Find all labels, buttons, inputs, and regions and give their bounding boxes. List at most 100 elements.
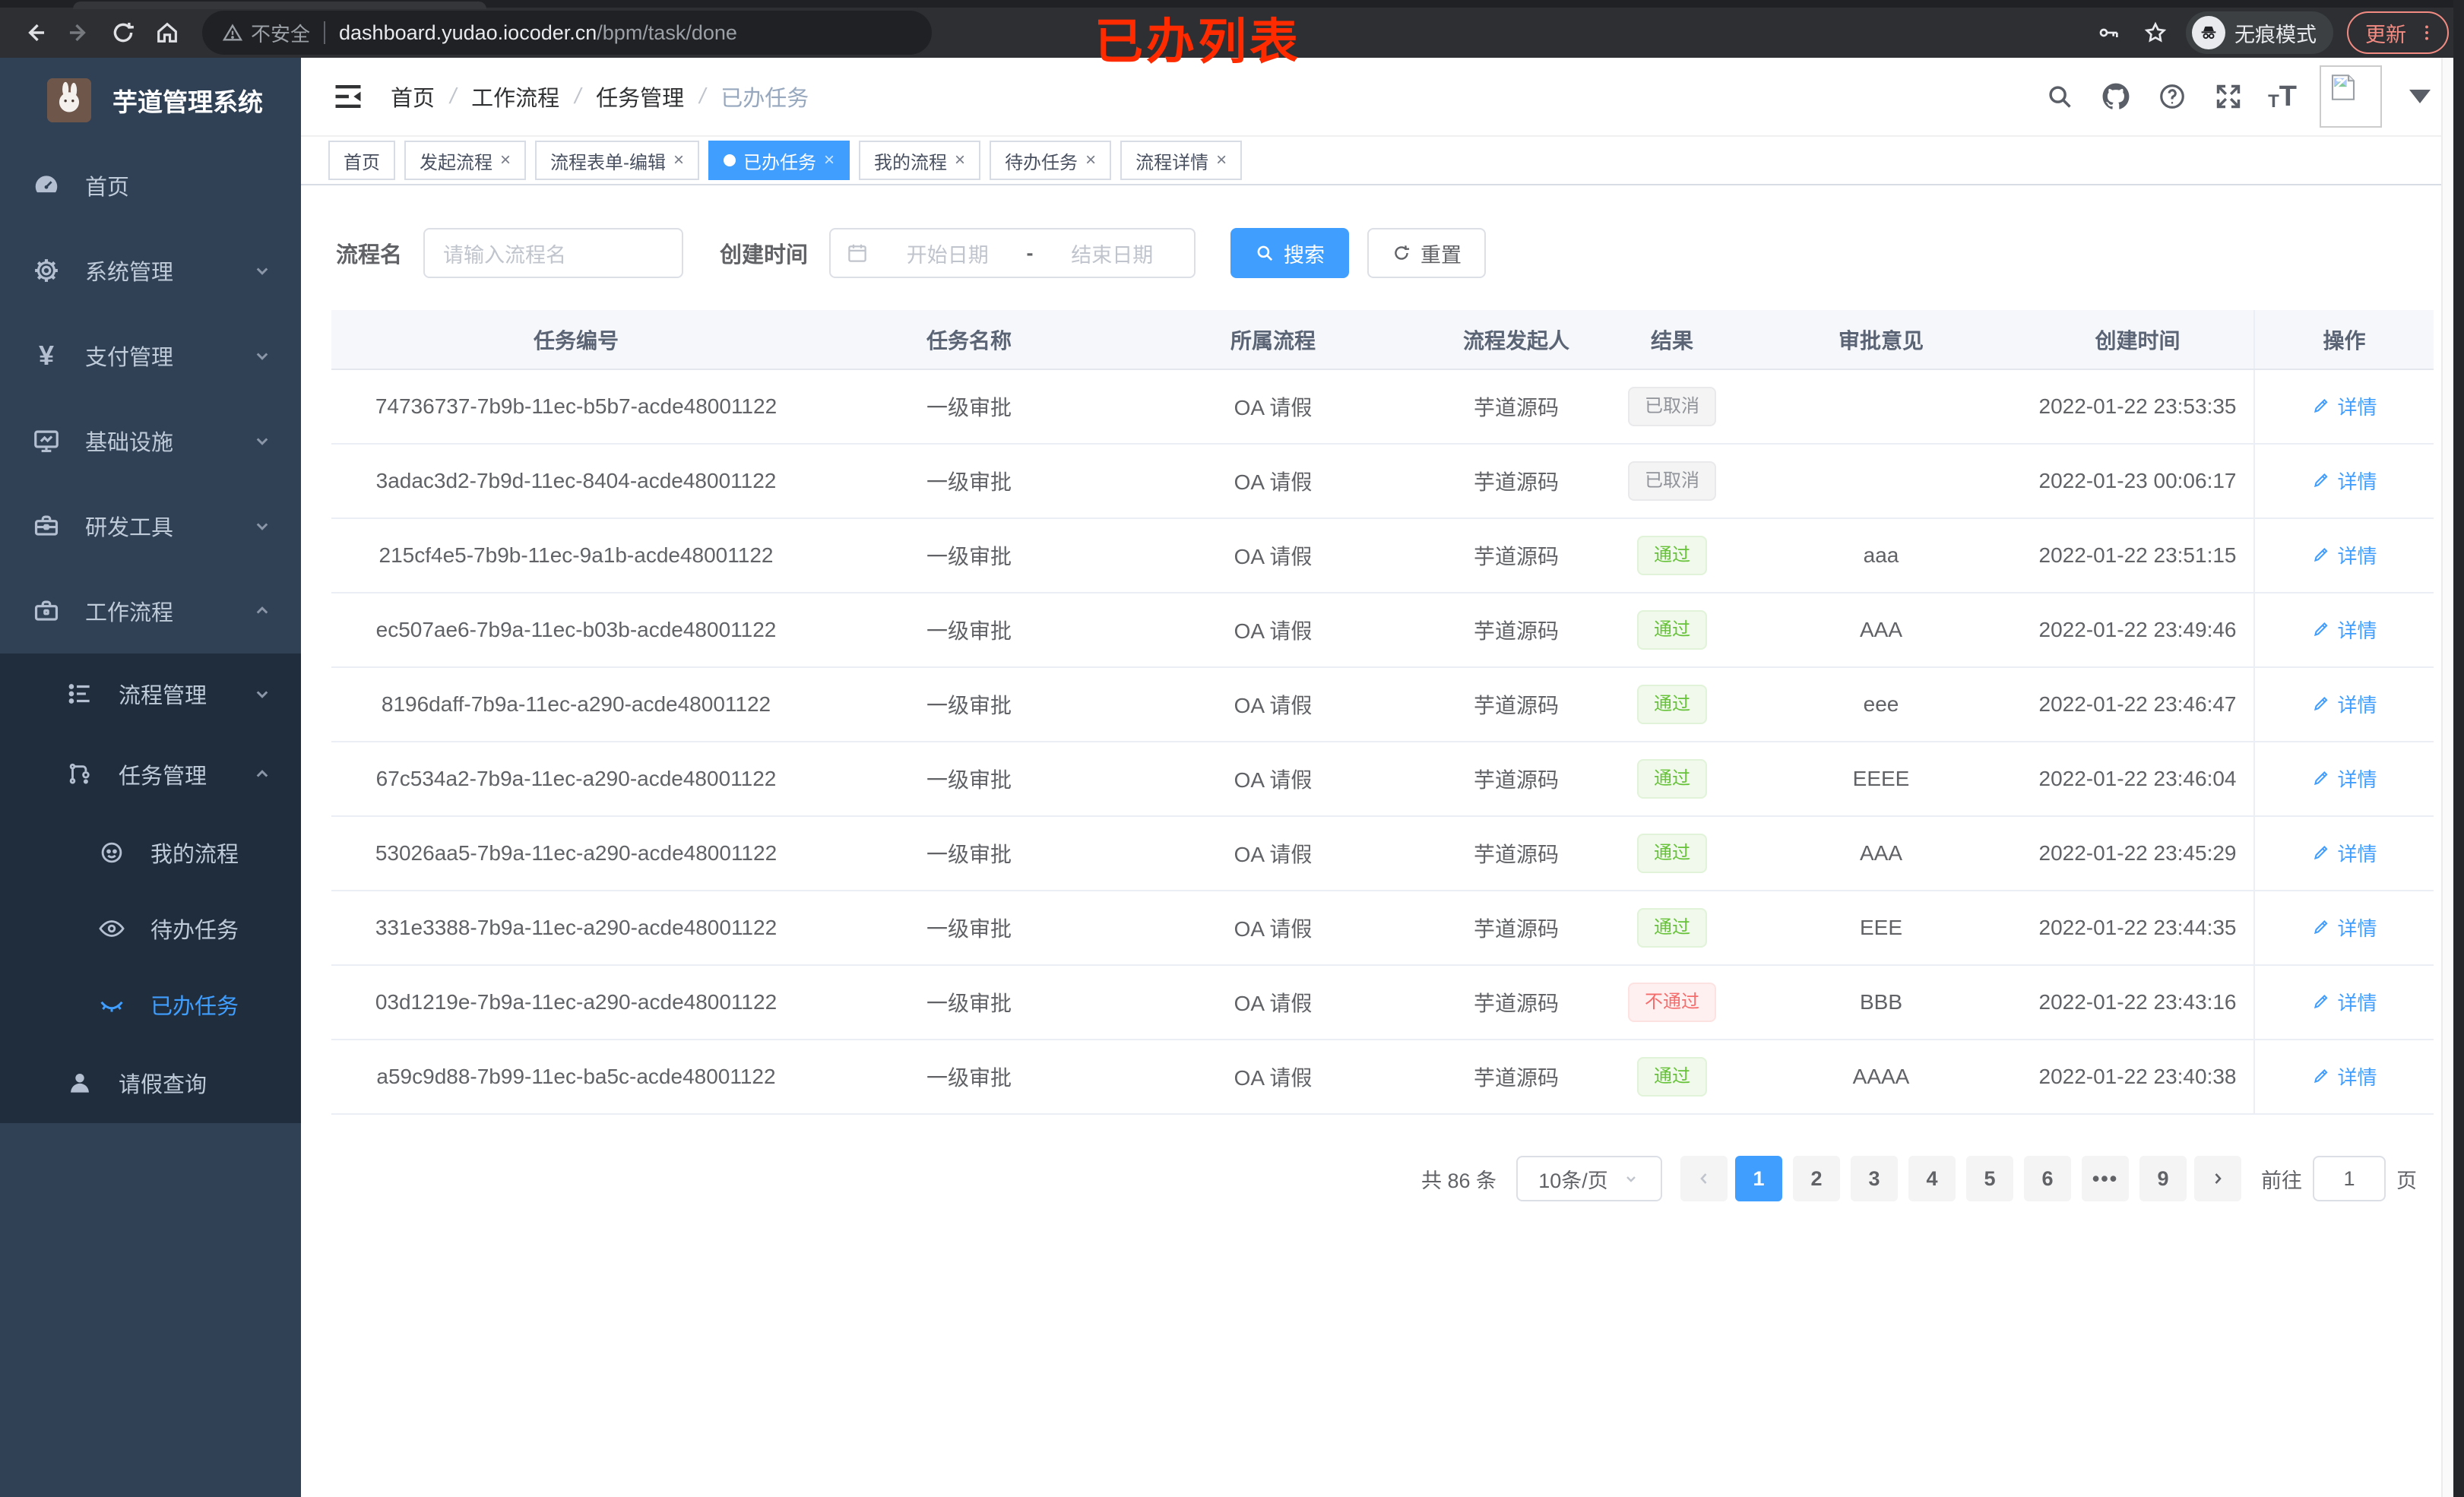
dashboard-icon xyxy=(32,171,61,200)
password-key-icon[interactable] xyxy=(2092,16,2125,49)
range-separator: - xyxy=(1026,241,1034,264)
start-date-placeholder[interactable]: 开始日期 xyxy=(906,243,989,267)
cell-comment: aaa xyxy=(1740,518,2022,593)
goto-page-input[interactable] xyxy=(2313,1156,2386,1201)
sidebar-item-process-mgmt[interactable]: 流程管理 xyxy=(0,654,301,734)
browser-menu-icon[interactable] xyxy=(2417,23,2437,43)
end-date-placeholder[interactable]: 结束日期 xyxy=(1071,243,1154,267)
tab-form-edit[interactable]: 流程表单-编辑 × xyxy=(535,141,700,180)
sidebar-item-system[interactable]: 系统管理 xyxy=(0,228,301,313)
detail-link[interactable]: 详情 xyxy=(2311,467,2377,495)
close-icon[interactable]: × xyxy=(824,150,835,170)
bookmark-star-icon[interactable] xyxy=(2139,16,2172,49)
sidebar-item-infra[interactable]: 基础设施 xyxy=(0,398,301,483)
update-button[interactable]: 更新 xyxy=(2347,11,2449,54)
tab-home[interactable]: 首页 xyxy=(328,141,395,180)
breadcrumb-task-mgmt[interactable]: 任务管理 xyxy=(596,87,685,111)
table-row: 53026aa5-7b9a-11ec-a290-acde48001122 一级审… xyxy=(331,816,2434,891)
flow-icon xyxy=(65,760,94,789)
eye-icon xyxy=(97,914,126,943)
sidebar-fold-icon[interactable] xyxy=(331,80,365,113)
cell-task-id: 53026aa5-7b9a-11ec-a290-acde48001122 xyxy=(331,816,821,891)
detail-link[interactable]: 详情 xyxy=(2311,764,2377,793)
col-result: 结果 xyxy=(1604,310,1740,370)
incognito-label: 无痕模式 xyxy=(2234,23,2317,46)
search-icon xyxy=(1257,245,1273,261)
reset-button[interactable]: 重置 xyxy=(1367,228,1487,278)
browser-tab[interactable] xyxy=(73,2,486,9)
pager-ellipsis[interactable]: ••• xyxy=(2082,1156,2129,1201)
window-scrollbar[interactable] xyxy=(2441,58,2453,1497)
table-row: 67c534a2-7b9a-11ec-a290-acde48001122 一级审… xyxy=(331,742,2434,817)
pager-page-6[interactable]: 6 xyxy=(2024,1156,2071,1201)
sidebar-item-leave-query[interactable]: 请假查询 xyxy=(0,1043,301,1123)
close-icon[interactable]: × xyxy=(1085,150,1097,170)
detail-link[interactable]: 详情 xyxy=(2311,616,2377,644)
tab-my-process[interactable]: 我的流程 × xyxy=(859,141,981,180)
pager-next[interactable] xyxy=(2194,1156,2241,1201)
sidebar-item-pay[interactable]: ¥ 支付管理 xyxy=(0,313,301,398)
date-range-picker[interactable]: 开始日期 - 结束日期 xyxy=(829,228,1196,278)
home-button[interactable] xyxy=(147,13,187,52)
tab-todo-tasks[interactable]: 待办任务 × xyxy=(990,141,1112,180)
pager-page-1[interactable]: 1 xyxy=(1735,1156,1782,1201)
tab-process-detail[interactable]: 流程详情 × xyxy=(1120,141,1243,180)
edit-pencil-icon xyxy=(2314,995,2329,1009)
tab-done-tasks[interactable]: 已办任务 × xyxy=(708,141,850,180)
chevron-down-icon xyxy=(251,682,274,705)
pager-page-4[interactable]: 4 xyxy=(1908,1156,1956,1201)
back-button[interactable] xyxy=(15,13,55,52)
fullscreen-icon[interactable] xyxy=(2212,80,2245,113)
detail-link[interactable]: 详情 xyxy=(2311,690,2377,718)
edit-pencil-icon xyxy=(2314,622,2329,637)
close-icon[interactable]: × xyxy=(955,150,966,170)
security-warning[interactable]: 不安全 xyxy=(222,19,310,47)
page-size-select[interactable]: 10条/页 xyxy=(1516,1156,1662,1201)
sidebar-item-devtools[interactable]: 研发工具 xyxy=(0,483,301,568)
avatar[interactable] xyxy=(2320,65,2382,128)
sidebar-item-todo-tasks[interactable]: 待办任务 xyxy=(0,891,301,967)
detail-link[interactable]: 详情 xyxy=(2311,913,2377,942)
breadcrumb-workflow[interactable]: 工作流程 xyxy=(471,87,560,111)
search-icon[interactable] xyxy=(2043,80,2076,113)
sidebar-item-my-process[interactable]: 我的流程 xyxy=(0,815,301,891)
search-button[interactable]: 搜索 xyxy=(1230,228,1350,278)
url-bar[interactable]: 不安全 dashboard.yudao.iocoder.cn/bpm/task/… xyxy=(202,11,932,55)
close-icon[interactable]: × xyxy=(500,150,511,170)
reload-button[interactable] xyxy=(103,13,143,52)
sidebar-item-label: 首页 xyxy=(85,176,130,200)
incognito-badge[interactable]: 无痕模式 xyxy=(2186,11,2333,54)
detail-link[interactable]: 详情 xyxy=(2311,1062,2377,1090)
cell-comment: AAA xyxy=(1740,593,2022,668)
cell-comment xyxy=(1740,444,2022,519)
detail-link[interactable]: 详情 xyxy=(2311,839,2377,867)
detail-link[interactable]: 详情 xyxy=(2311,988,2377,1016)
close-icon[interactable]: × xyxy=(1216,150,1227,170)
pager-prev[interactable] xyxy=(1680,1156,1728,1201)
pager-page-9[interactable]: 9 xyxy=(2139,1156,2187,1201)
sidebar-item-done-tasks[interactable]: 已办任务 xyxy=(0,967,301,1043)
tab-start-process[interactable]: 发起流程 × xyxy=(404,141,527,180)
sidebar-item-label: 待办任务 xyxy=(150,919,239,943)
sidebar-item-task-mgmt[interactable]: 任务管理 xyxy=(0,734,301,815)
forward-button[interactable] xyxy=(59,13,99,52)
process-name-input[interactable]: 请输入流程名 xyxy=(423,228,684,278)
cell-starter: 芋道源码 xyxy=(1429,667,1604,742)
close-icon[interactable]: × xyxy=(673,150,685,170)
sidebar-logo-row[interactable]: 芋道管理系统 xyxy=(0,58,301,143)
browser-tabstrip xyxy=(0,0,2464,9)
help-icon[interactable] xyxy=(2155,80,2189,113)
detail-link[interactable]: 详情 xyxy=(2311,392,2377,420)
pager-page-2[interactable]: 2 xyxy=(1793,1156,1840,1201)
breadcrumb-home[interactable]: 首页 xyxy=(391,87,435,111)
pager-page-3[interactable]: 3 xyxy=(1851,1156,1898,1201)
eye-closed-icon xyxy=(97,990,126,1019)
avatar-caret-icon[interactable] xyxy=(2409,90,2431,103)
sidebar-item-home[interactable]: 首页 xyxy=(0,143,301,228)
detail-link[interactable]: 详情 xyxy=(2311,541,2377,569)
sidebar-item-workflow[interactable]: 工作流程 xyxy=(0,568,301,654)
pager-page-5[interactable]: 5 xyxy=(1966,1156,2013,1201)
github-icon[interactable] xyxy=(2099,80,2133,113)
table-row: 03d1219e-7b9a-11ec-a290-acde48001122 一级审… xyxy=(331,965,2434,1040)
